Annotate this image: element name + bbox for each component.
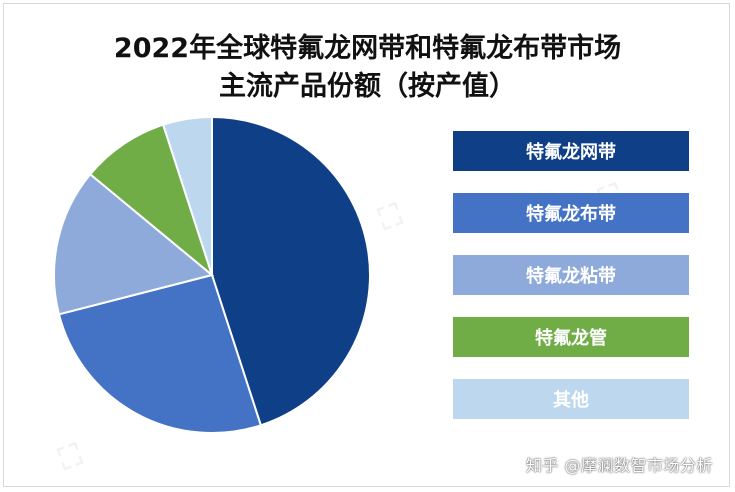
chart-title-line-1: 2022年全球特氟龙网带和特氟龙布带市场: [113, 33, 622, 64]
pie-slice-5: [161, 115, 213, 276]
pie-slice-2: [57, 273, 263, 434]
chart-title: 2022年全球特氟龙网带和特氟龙布带市场 主流产品份额（按产值）: [0, 30, 735, 106]
chart-frame: [3, 3, 730, 487]
legend-item-5: 其他: [453, 379, 689, 419]
legend: 特氟龙网带特氟龙布带特氟龙粘带特氟龙管其他: [453, 131, 689, 441]
legend-item-1: 特氟龙网带: [453, 131, 689, 171]
pie-slice-1: [211, 115, 371, 427]
pie-chart: [53, 115, 371, 434]
legend-item-4: 特氟龙管: [453, 317, 689, 357]
legend-item-2: 特氟龙布带: [453, 193, 689, 233]
pie-slice-3: [53, 172, 215, 316]
watermark-text: 知乎 @摩澜数智市场分析: [525, 456, 713, 475]
legend-item-3: 特氟龙粘带: [453, 255, 689, 295]
pie-slice-4: [88, 123, 215, 278]
chart-title-line-2: 主流产品份额（按产值）: [219, 71, 516, 102]
